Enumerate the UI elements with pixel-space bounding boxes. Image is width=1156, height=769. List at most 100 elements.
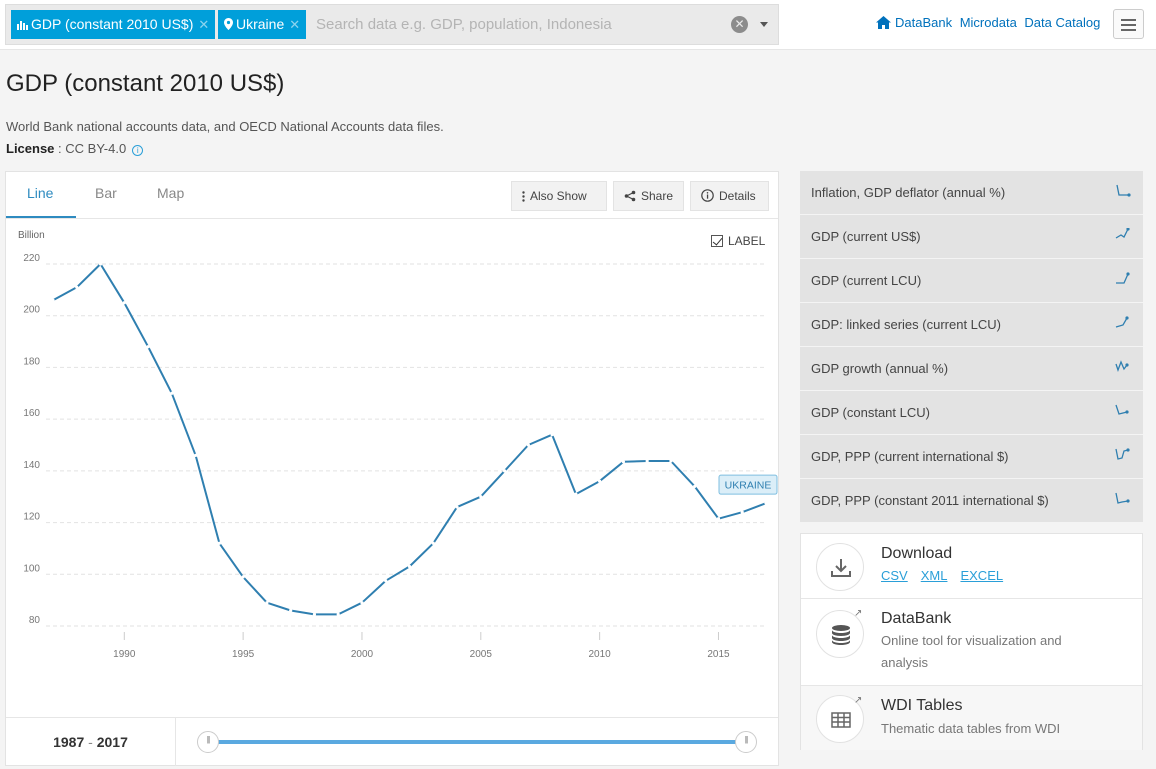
data-point	[98, 262, 103, 266]
info-icon[interactable]: i	[132, 145, 144, 156]
data-point	[621, 460, 626, 464]
related-indicator-item[interactable]: GDP (constant LCU)	[800, 391, 1143, 434]
sparkline-icon	[1115, 448, 1130, 460]
download-excel-link[interactable]: EXCEL	[960, 568, 1004, 583]
home-icon[interactable]	[876, 16, 891, 29]
y-tick-label: 200	[23, 305, 40, 316]
data-point	[502, 469, 507, 473]
data-point	[336, 612, 340, 616]
related-indicator-label: GDP: linked series (current LCU)	[811, 317, 1001, 332]
x-tick-label: 2005	[470, 649, 493, 660]
data-point	[75, 285, 79, 289]
x-tick-label: 1990	[113, 649, 136, 660]
location-pin-icon	[224, 18, 233, 30]
data-point	[455, 505, 459, 509]
data-point	[407, 564, 412, 569]
actions-panel: Download CSV XML EXCEL ↗ DataBank Online t…	[800, 533, 1143, 750]
details-button[interactable]: Details	[690, 181, 769, 211]
data-point	[526, 443, 530, 447]
related-indicator-label: Inflation, GDP deflator (annual %)	[811, 185, 1006, 200]
data-point	[289, 608, 293, 613]
y-tick-label: 220	[23, 253, 40, 264]
tab-bar[interactable]: Bar	[95, 185, 117, 201]
data-point	[194, 453, 198, 457]
series-label-box	[718, 474, 778, 495]
dropdown-caret-icon[interactable]	[760, 22, 768, 27]
hamburger-menu-icon[interactable]	[1113, 9, 1144, 39]
download-xml-link[interactable]: XML	[920, 568, 948, 583]
related-indicator-label: GDP, PPP (constant 2011 international $)	[811, 493, 1049, 508]
tab-line[interactable]: Line	[27, 185, 54, 201]
external-link-icon: ↗	[854, 695, 863, 706]
data-point	[479, 495, 483, 499]
range-end-handle[interactable]	[735, 731, 757, 753]
share-button[interactable]: Share	[613, 181, 684, 211]
page-title: GDP (constant 2010 US$)	[6, 70, 285, 97]
download-csv-link[interactable]: CSV	[881, 568, 908, 583]
top-links: DataBank Microdata Data Catalog	[876, 15, 1104, 30]
download-section: Download CSV XML EXCEL	[801, 534, 1142, 599]
remove-country-icon[interactable]: ✕	[289, 17, 301, 32]
data-point	[431, 541, 435, 545]
remove-indicator-icon[interactable]: ✕	[198, 17, 210, 32]
bar-chart-icon	[17, 21, 28, 30]
related-indicator-item[interactable]: GDP (current LCU)	[800, 259, 1143, 302]
x-tick-label: 2000	[351, 649, 374, 660]
data-point	[360, 601, 364, 605]
download-icon[interactable]	[816, 543, 864, 591]
wdi-title: WDI Tables	[881, 697, 963, 714]
label-checkbox[interactable]	[711, 235, 723, 247]
databank-section[interactable]: ↗ DataBank Online tool for visualization…	[801, 599, 1142, 686]
search-input[interactable]	[316, 10, 716, 39]
range-start: 1987	[53, 734, 85, 750]
range-start-handle[interactable]	[197, 731, 219, 753]
source-note: World Bank national accounts data, and O…	[6, 119, 444, 134]
data-point	[693, 484, 697, 488]
download-links: CSV XML EXCEL	[881, 568, 1016, 583]
also-show-button[interactable]: Also Show	[511, 181, 607, 211]
sparkline-icon	[1115, 404, 1129, 415]
country-chip[interactable]: Ukraine ✕	[218, 10, 307, 39]
indicator-chip[interactable]: GDP (constant 2010 US$) ✕	[11, 10, 216, 39]
related-indicator-label: GDP, PPP (current international $)	[811, 449, 1009, 464]
external-link-icon: ↗	[854, 608, 863, 619]
active-tab-indicator	[6, 216, 76, 218]
data-point	[217, 541, 221, 545]
sparkline-icon	[1116, 184, 1131, 197]
search-box[interactable]: GDP (constant 2010 US$) ✕ Ukraine ✕ ✕	[5, 4, 779, 45]
data-point	[716, 517, 721, 521]
clear-search-icon[interactable]: ✕	[731, 16, 748, 33]
details-label: Details	[719, 189, 756, 203]
data-catalog-link[interactable]: Data Catalog	[1024, 15, 1101, 30]
chart-panel: Line Bar Map Also Show Share Details LAB…	[5, 171, 779, 766]
databank-link[interactable]: DataBank	[895, 15, 953, 30]
label-toggle[interactable]: LABEL	[711, 234, 765, 248]
microdata-link[interactable]: Microdata	[959, 15, 1017, 30]
related-indicator-item[interactable]: GDP, PPP (constant 2011 international $)	[800, 479, 1143, 522]
related-indicator-item[interactable]: GDP (current US$)	[800, 215, 1143, 258]
y-tick-label: 80	[29, 615, 41, 626]
series-line-ukraine	[52, 263, 767, 616]
related-indicator-item[interactable]: GDP growth (annual %)	[800, 347, 1143, 390]
data-point	[51, 298, 55, 302]
databank-subtitle: Online tool for visualization and analys…	[881, 633, 1062, 670]
sparkline-icon	[1115, 492, 1130, 504]
range-slider-track[interactable]	[209, 740, 746, 744]
y-tick-label: 100	[23, 563, 40, 574]
x-tick-label: 1995	[232, 649, 255, 660]
data-point	[598, 479, 602, 483]
related-indicator-item[interactable]: GDP, PPP (current international $)	[800, 435, 1143, 478]
y-tick-label: 180	[23, 356, 40, 367]
related-indicators: Inflation, GDP deflator (annual %) GDP (c…	[800, 171, 1143, 523]
x-tick-label: 2010	[589, 649, 612, 660]
tab-map[interactable]: Map	[157, 185, 185, 201]
country-chip-label: Ukraine	[236, 16, 285, 32]
wdi-tables-section[interactable]: ↗ WDI Tables Thematic data tables from W…	[801, 686, 1142, 750]
license-value: : CC BY-4.0	[58, 141, 127, 156]
data-point	[122, 301, 126, 305]
related-indicator-item[interactable]: Inflation, GDP deflator (annual %)	[800, 171, 1143, 214]
y-axis-unit-label: Billion	[18, 230, 45, 241]
database-icon	[816, 610, 864, 658]
range-bar: 1987 - 2017	[6, 717, 778, 766]
related-indicator-item[interactable]: GDP: linked series (current LCU)	[800, 303, 1143, 346]
